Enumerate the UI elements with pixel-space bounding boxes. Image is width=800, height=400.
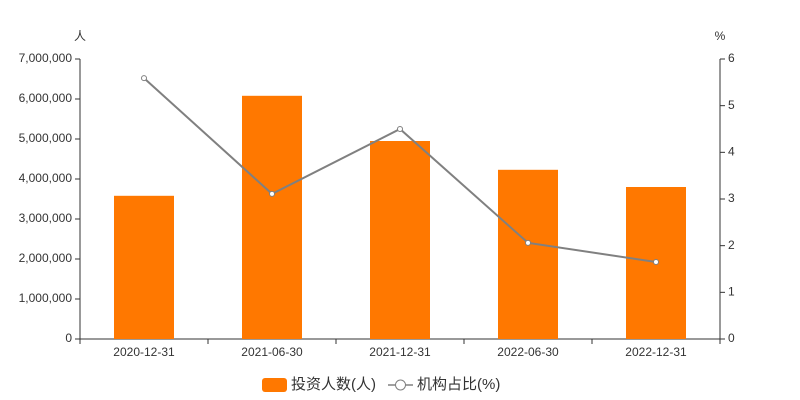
line-point [397,126,403,132]
line-point [653,259,659,265]
x-tick-label: 2022-06-30 [497,345,559,359]
bar [242,95,302,339]
y-axis-unit: 人 [74,29,86,43]
y2-tick-label: 3 [728,191,735,205]
y2-tick-label: 0 [728,331,735,345]
x-tick-label: 2020-12-31 [113,345,175,359]
x-tick-label: 2021-06-30 [241,345,303,359]
line-point [141,75,147,82]
y-tick-label: 4,000,000 [19,171,73,185]
legend-swatch [395,379,406,391]
y-tick-label: 7,000,000 [19,51,73,65]
legend-swatch [262,378,287,392]
bar [114,195,174,339]
x-tick-label: 2022-12-31 [625,345,687,359]
legend-label: 机构占比(%) [417,376,500,393]
x-tick-label: 2021-12-31 [369,345,431,359]
line-point [269,190,275,197]
y2-tick-label: 5 [728,98,735,112]
y-tick-label: 1,000,000 [19,291,73,305]
y-tick-label: 3,000,000 [19,211,73,225]
y-tick-label: 6,000,000 [19,91,73,105]
y2-tick-label: 6 [728,51,735,65]
legend-label: 投资人数(人) [291,376,376,393]
bar [498,169,558,339]
y2-axis-unit: % [715,29,726,43]
y-tick-label: 5,000,000 [19,131,73,145]
line-point [525,239,531,246]
y2-tick-label: 4 [728,145,735,159]
y-tick-label: 0 [65,331,72,345]
bar [370,141,430,339]
y-tick-label: 2,000,000 [19,251,73,265]
y2-tick-label: 1 [728,285,735,299]
y2-tick-label: 2 [728,238,735,252]
